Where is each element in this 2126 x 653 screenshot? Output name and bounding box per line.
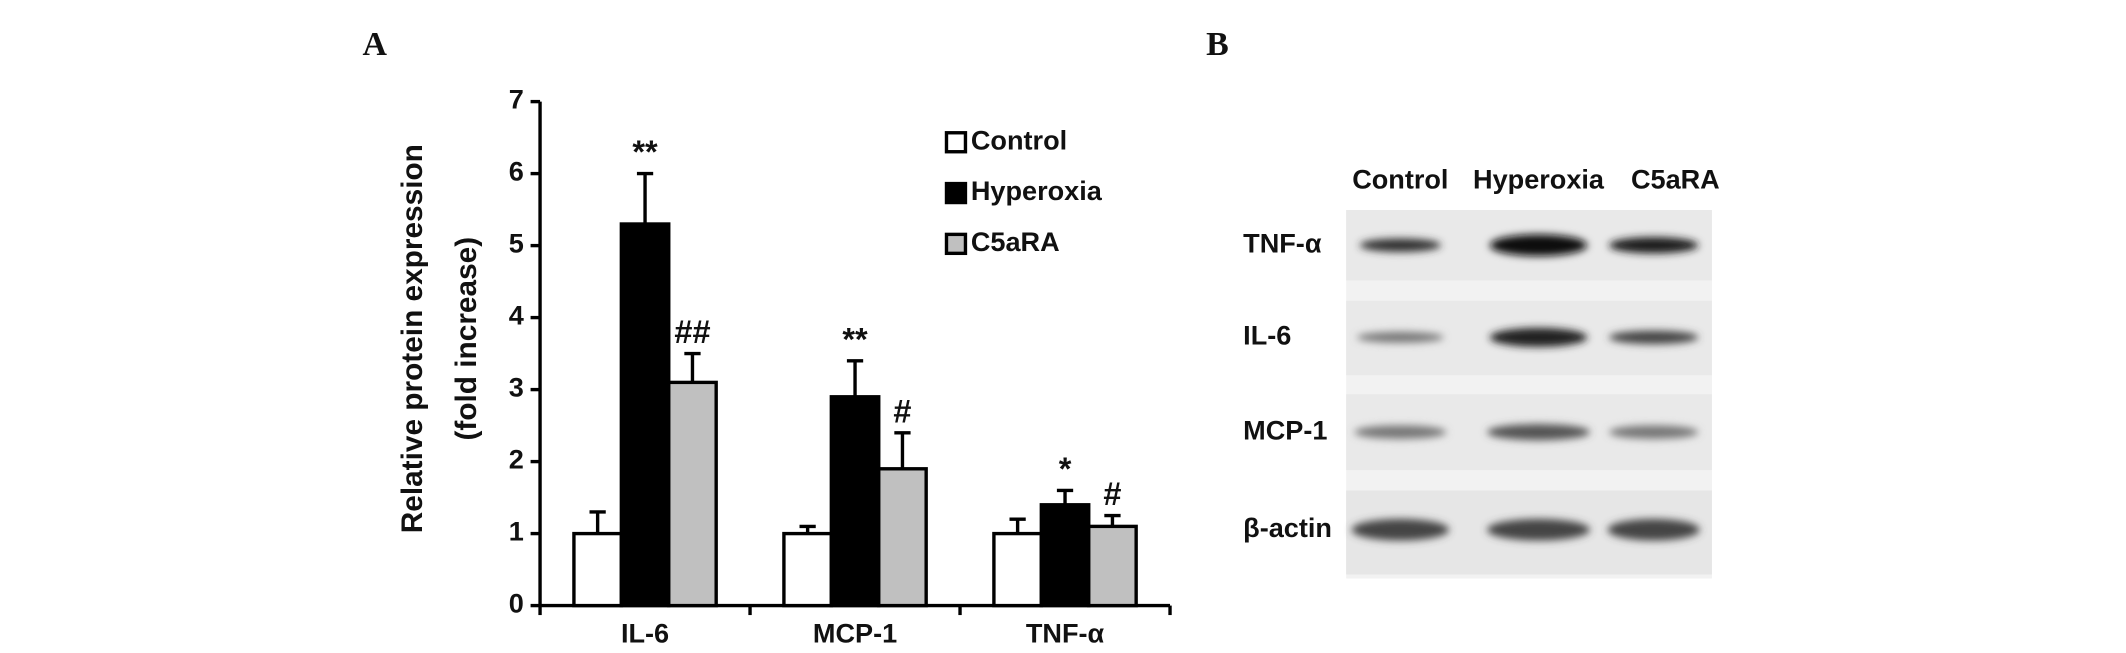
significance-label: # <box>1103 476 1121 512</box>
blot-band <box>1608 237 1699 254</box>
blot-band <box>1354 425 1447 439</box>
legend-label: Hyperoxia <box>971 175 1103 206</box>
x-tick-label: IL-6 <box>621 618 669 649</box>
bar <box>619 222 671 608</box>
blot-column-label: C5aRA <box>1631 164 1720 195</box>
y-axis-title-line: (fold increase) <box>450 237 483 441</box>
blot-row-label: MCP-1 <box>1243 414 1327 445</box>
y-tick-label: 0 <box>509 588 524 619</box>
blot-row-label: TNF-α <box>1243 227 1322 258</box>
significance-label: ** <box>632 134 658 170</box>
bar <box>877 467 928 608</box>
y-tick-label: 6 <box>509 156 524 187</box>
legend-swatch <box>944 131 968 154</box>
y-axis-title: Relative protein expression (fold increa… <box>396 144 483 533</box>
blot-row-label: IL-6 <box>1243 319 1291 350</box>
blot-band <box>1608 425 1699 439</box>
bar <box>1039 503 1091 608</box>
significance-label: ## <box>674 314 710 350</box>
bar <box>992 531 1044 608</box>
blot-band <box>1489 234 1588 257</box>
y-tick-label: 5 <box>509 228 524 259</box>
significance-label: ** <box>842 321 868 357</box>
legend-swatch <box>944 181 968 205</box>
significance-label: # <box>893 393 911 429</box>
blot-band <box>1351 518 1450 541</box>
x-tick-label: MCP-1 <box>813 618 897 649</box>
blot-band <box>1487 424 1591 441</box>
bar <box>829 395 881 608</box>
blot-band <box>1356 331 1444 343</box>
bar <box>782 531 834 608</box>
y-tick-label: 3 <box>509 372 524 403</box>
y-tick-label: 1 <box>509 516 524 547</box>
blot-column-label: Hyperoxia <box>1473 164 1605 195</box>
panel-label: B <box>1206 26 1229 63</box>
bar <box>572 531 624 608</box>
legend-label: Control <box>971 124 1067 155</box>
significance-label: * <box>1059 451 1072 487</box>
bar <box>1087 524 1138 608</box>
x-tick-label: TNF-α <box>1026 618 1105 649</box>
y-tick-label: 2 <box>509 444 524 475</box>
y-tick-label: 7 <box>509 84 524 115</box>
legend-swatch <box>944 232 968 256</box>
legend-label: C5aRA <box>971 226 1060 257</box>
blot-column-label: Control <box>1352 164 1448 195</box>
y-tick-label: 4 <box>509 300 524 331</box>
blot-band <box>1489 327 1588 347</box>
blot-band <box>1359 238 1441 252</box>
panel-label: A <box>363 26 388 63</box>
bar <box>667 380 718 608</box>
blot-band <box>1487 518 1591 541</box>
blot-row-label: β-actin <box>1243 512 1332 543</box>
y-axis-title-line: Relative protein expression <box>396 144 429 533</box>
western-blot: Control Hyperoxia C5aRA TNF-α IL-6 MCP-1… <box>1243 164 1720 579</box>
blot-band <box>1608 330 1699 345</box>
blot-band <box>1607 518 1700 541</box>
